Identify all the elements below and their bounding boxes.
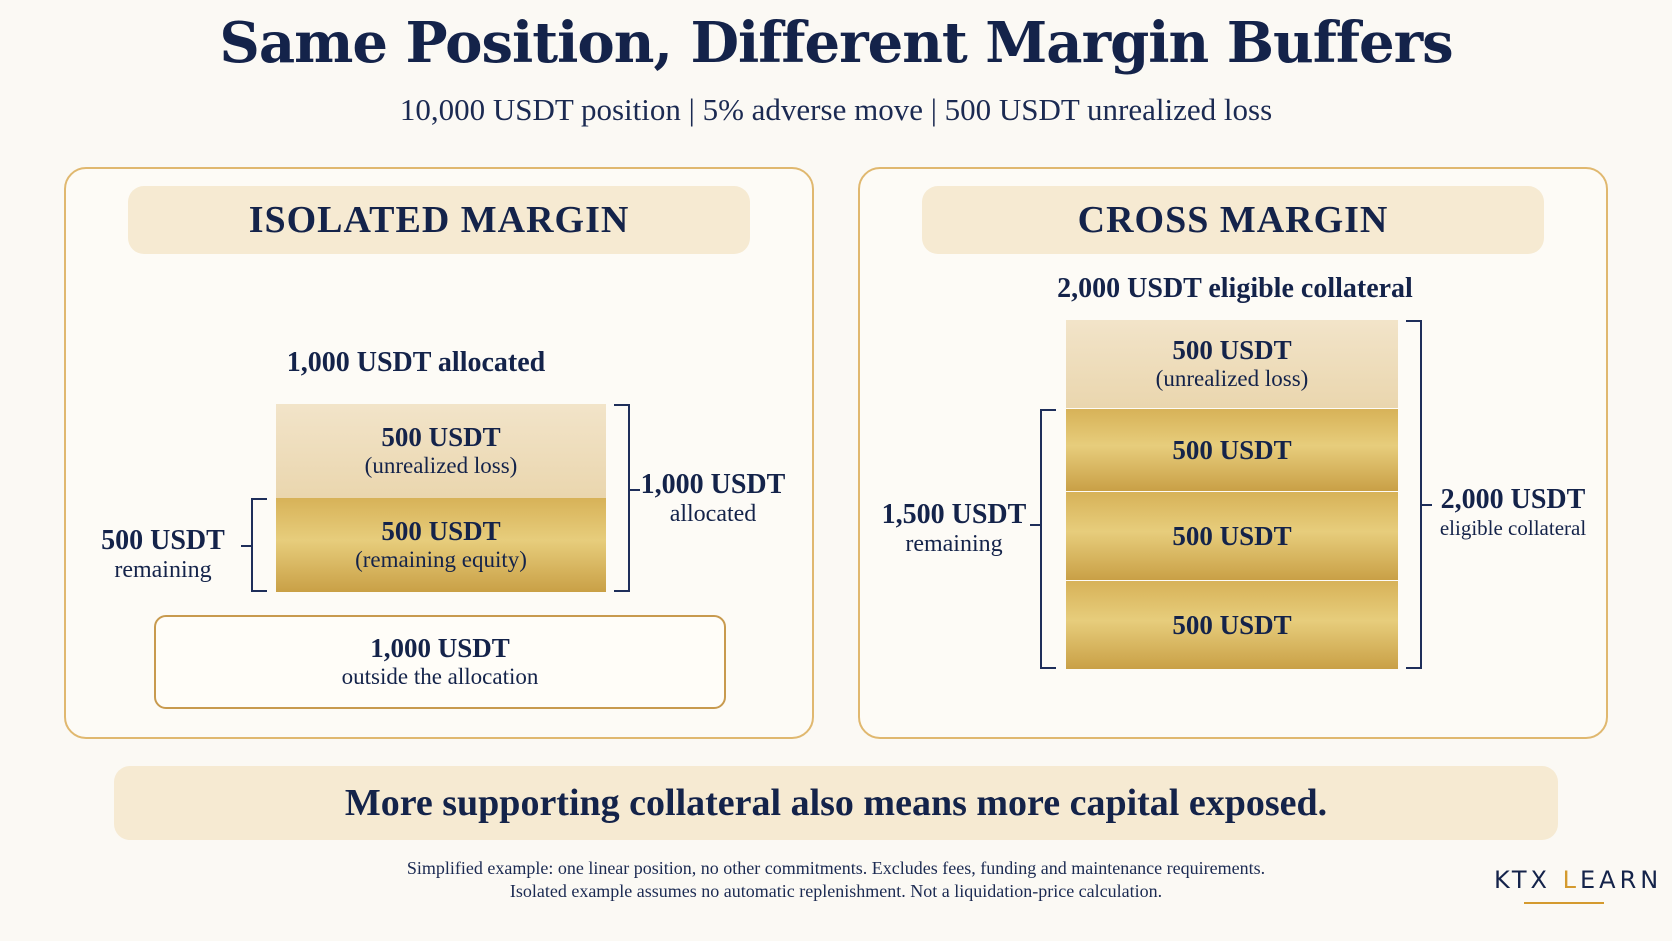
cross-remaining-note: remaining (905, 531, 1003, 557)
cross-remaining-tick (1030, 524, 1040, 526)
cross-collateral-block-1-amount: 500 USDT (1172, 435, 1292, 465)
isolated-equity-amount: 500 USDT (381, 516, 501, 546)
footnote-line-1: Simplified example: one linear position,… (406, 858, 1266, 878)
cross-collateral-block-2: 500 USDT (1066, 492, 1398, 580)
isolated-allocated-tick (630, 489, 640, 491)
isolated-margin-panel: ISOLATED MARGIN 1,000 USDT allocated 500… (64, 167, 814, 739)
cross-collateral-note: eligible collateral (1439, 516, 1587, 540)
cross-remaining-bracket (1040, 409, 1056, 669)
cross-collateral-title: 2,000 USDT eligible collateral (1057, 273, 1413, 304)
isolated-remaining-note: remaining (114, 557, 212, 583)
summary-banner: More supporting collateral also means mo… (114, 766, 1558, 840)
isolated-remaining-amount: 500 USDT (101, 525, 225, 556)
isolated-remaining-tick (241, 545, 251, 547)
cross-collateral-block-3-amount: 500 USDT (1172, 610, 1292, 640)
logo-accent: L (1562, 866, 1580, 894)
page-title: Same Position, Different Margin Buffers (219, 10, 1453, 76)
cross-loss-note: (unrealized loss) (1155, 366, 1309, 391)
logo-underline (1524, 902, 1604, 904)
isolated-margin-heading: ISOLATED MARGIN (128, 186, 750, 254)
ktx-learn-logo: KTX LEARN (1494, 866, 1662, 894)
isolated-loss-note: (unrealized loss) (364, 453, 518, 478)
cross-margin-panel: CROSS MARGIN 2,000 USDT eligible collate… (858, 167, 1608, 739)
isolated-allocated-title: 1,000 USDT allocated (286, 347, 546, 378)
cross-collateral-block-2-amount: 500 USDT (1172, 521, 1292, 551)
isolated-remaining-bracket (251, 498, 267, 592)
logo-part-2: EARN (1579, 866, 1663, 894)
cross-collateral-block-3: 500 USDT (1066, 581, 1398, 669)
cross-loss-block: 500 USDT (unrealized loss) (1066, 320, 1398, 408)
cross-collateral-amount: 2,000 USDT (1440, 484, 1586, 515)
isolated-equity-block: 500 USDT (remaining equity) (276, 498, 606, 592)
logo-part-1: KTX (1494, 866, 1563, 894)
isolated-allocated-amount: 1,000 USDT (640, 469, 786, 500)
cross-collateral-block-1: 500 USDT (1066, 409, 1398, 491)
outside-allocation-note: outside the allocation (341, 664, 539, 689)
isolated-allocated-note: allocated (669, 501, 757, 527)
isolated-allocated-label: 1,000 USDT allocated (638, 469, 788, 528)
cross-collateral-tick (1422, 504, 1432, 506)
footnote-line-2: Isolated example assumes no automatic re… (509, 881, 1163, 901)
isolated-remaining-label: 500 USDT remaining (88, 525, 238, 584)
cross-loss-amount: 500 USDT (1172, 335, 1292, 365)
isolated-loss-block: 500 USDT (unrealized loss) (276, 404, 606, 498)
cross-remaining-amount: 1,500 USDT (881, 499, 1027, 530)
outside-allocation-amount: 1,000 USDT (370, 633, 510, 663)
isolated-allocated-bracket (614, 404, 630, 592)
cross-collateral-bracket (1406, 320, 1422, 669)
isolated-equity-note: (remaining equity) (355, 547, 527, 572)
isolated-loss-amount: 500 USDT (381, 422, 501, 452)
outside-allocation-box: 1,000 USDT outside the allocation (154, 615, 726, 709)
cross-margin-heading: CROSS MARGIN (922, 186, 1544, 254)
cross-remaining-label: 1,500 USDT remaining (874, 499, 1034, 558)
page-subtitle: 10,000 USDT position | 5% adverse move |… (399, 92, 1273, 127)
cross-collateral-label: 2,000 USDT eligible collateral (1428, 484, 1598, 541)
